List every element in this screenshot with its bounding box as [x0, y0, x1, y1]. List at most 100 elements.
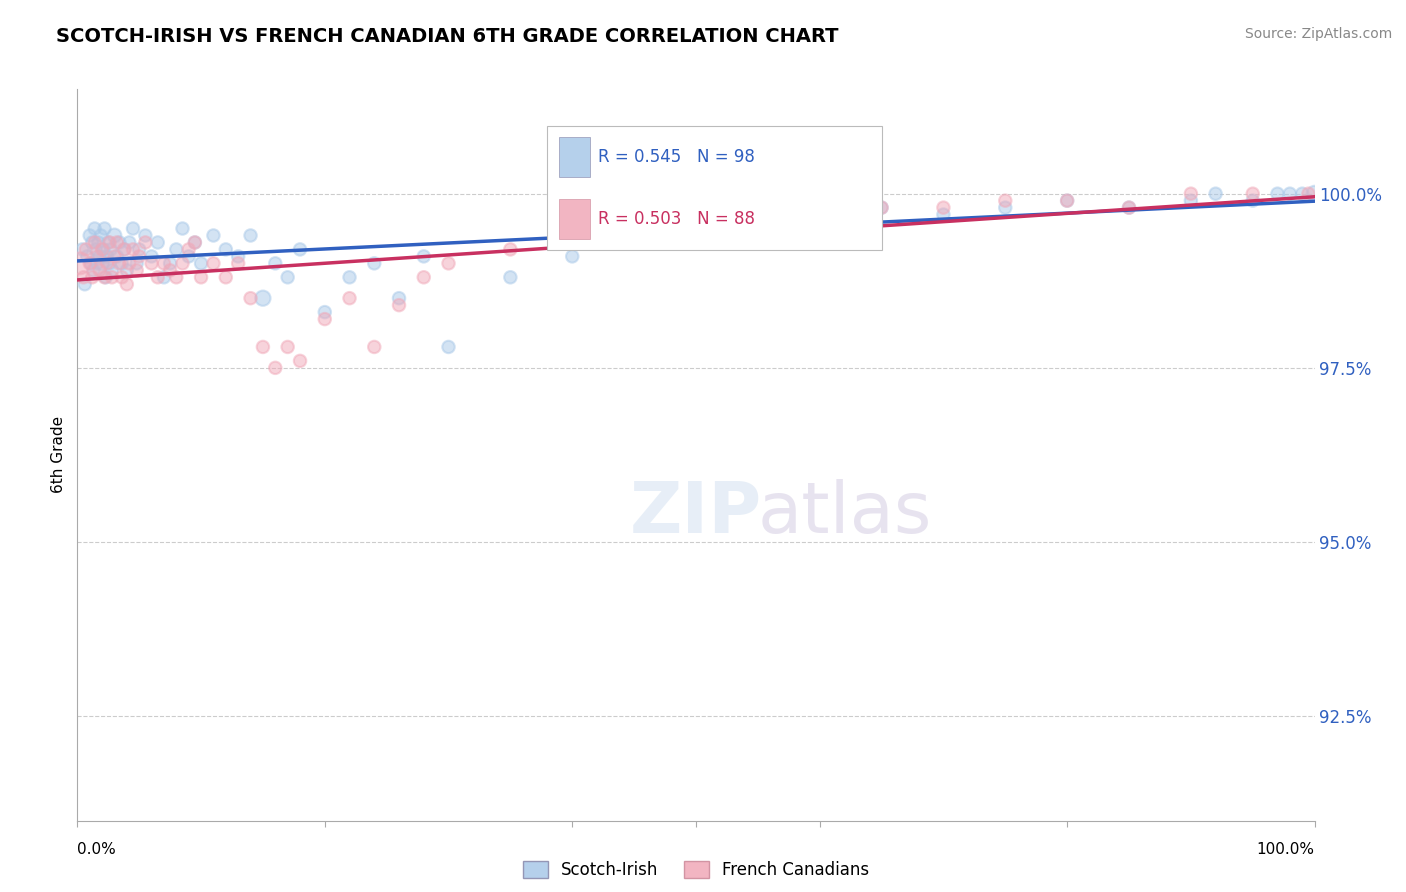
Point [277, 340, 299, 354]
Point [146, 235, 169, 250]
Point [103, 228, 125, 243]
Point [141, 256, 163, 270]
Point [172, 221, 194, 235]
Point [105, 235, 128, 250]
Point [1056, 194, 1078, 208]
Point [1205, 186, 1227, 201]
Point [177, 249, 200, 263]
Point [1298, 186, 1320, 201]
Point [277, 270, 299, 285]
Point [98, 235, 121, 250]
Point [103, 249, 125, 263]
Point [1278, 186, 1301, 201]
Point [69, 256, 91, 270]
Point [89, 249, 111, 263]
Point [125, 256, 148, 270]
Point [165, 243, 187, 257]
Point [190, 270, 212, 285]
Point [97, 235, 120, 250]
Point [82, 235, 104, 250]
Point [1180, 194, 1202, 208]
Point [994, 194, 1017, 208]
Point [747, 208, 769, 222]
Point [1056, 194, 1078, 208]
Point [83, 221, 105, 235]
Point [79, 228, 101, 243]
Point [101, 270, 124, 285]
Point [93, 270, 115, 285]
Point [115, 263, 138, 277]
Point [264, 360, 287, 375]
Point [111, 270, 134, 285]
Point [93, 221, 115, 235]
Point [79, 256, 101, 270]
Point [870, 201, 893, 215]
Point [83, 235, 105, 250]
Point [134, 228, 156, 243]
Point [252, 291, 274, 305]
Point [112, 243, 135, 257]
Point [76, 249, 98, 263]
Point [122, 221, 145, 235]
Point [91, 256, 114, 270]
Point [808, 208, 831, 222]
Point [96, 256, 118, 270]
Point [685, 214, 707, 228]
Point [98, 256, 121, 270]
Point [111, 256, 134, 270]
Point [561, 228, 583, 243]
Point [1180, 186, 1202, 201]
Point [134, 235, 156, 250]
Point [623, 235, 645, 250]
Point [1303, 186, 1326, 201]
Point [82, 263, 104, 277]
Point [226, 256, 249, 270]
Point [122, 243, 145, 257]
Point [1241, 194, 1264, 208]
Point [239, 291, 262, 305]
Point [412, 249, 434, 263]
Point [252, 340, 274, 354]
Point [437, 256, 460, 270]
Point [75, 243, 97, 257]
Text: 0.0%: 0.0% [77, 841, 117, 856]
Point [994, 201, 1017, 215]
Point [288, 354, 311, 368]
Point [84, 243, 107, 257]
Point [90, 228, 112, 243]
Point [159, 256, 181, 270]
Point [314, 305, 336, 319]
Point [1118, 201, 1140, 215]
Point [89, 263, 111, 277]
Point [1241, 186, 1264, 201]
Point [561, 249, 583, 263]
Point [202, 256, 225, 270]
Point [388, 291, 411, 305]
Point [128, 249, 150, 263]
Point [363, 256, 385, 270]
Point [146, 270, 169, 285]
Point [1291, 186, 1313, 201]
Text: ZIP: ZIP [630, 479, 762, 548]
Point [108, 256, 131, 270]
Point [932, 208, 955, 222]
Text: R = 0.545   N = 98: R = 0.545 N = 98 [598, 148, 755, 166]
Text: R = 0.503   N = 88: R = 0.503 N = 88 [598, 210, 755, 228]
Point [153, 256, 176, 270]
Point [101, 263, 124, 277]
Point [288, 243, 311, 257]
Point [747, 214, 769, 228]
Point [685, 221, 707, 235]
Point [177, 243, 200, 257]
Point [339, 270, 361, 285]
Point [363, 340, 385, 354]
Point [141, 249, 163, 263]
Text: SCOTCH-IRISH VS FRENCH CANADIAN 6TH GRADE CORRELATION CHART: SCOTCH-IRISH VS FRENCH CANADIAN 6TH GRAD… [56, 27, 839, 45]
Point [226, 249, 249, 263]
Point [128, 243, 150, 257]
Point [105, 249, 128, 263]
Point [190, 256, 212, 270]
Point [339, 291, 361, 305]
Point [153, 270, 176, 285]
Point [73, 277, 96, 292]
